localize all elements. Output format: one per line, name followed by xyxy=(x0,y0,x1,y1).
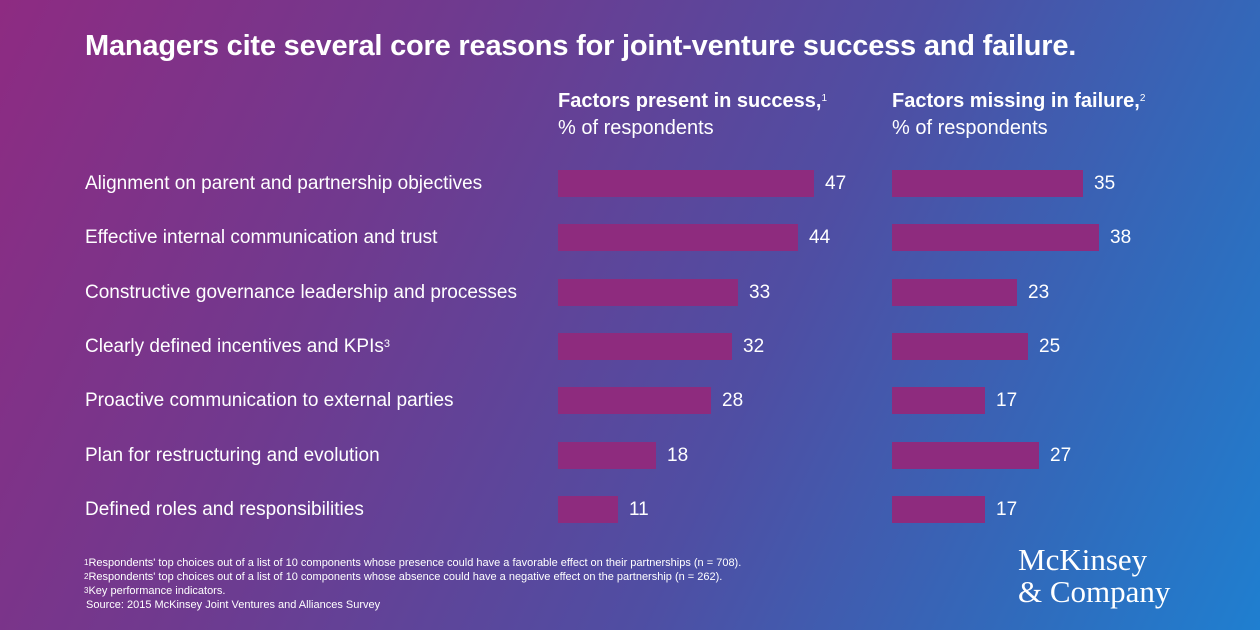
failure-value-label: 25 xyxy=(1039,336,1061,357)
category-footnote-mark: 3 xyxy=(383,338,391,350)
success-value-label: 11 xyxy=(629,499,649,520)
failure-value-label: 27 xyxy=(1050,445,1072,466)
logo-line-2: & Company xyxy=(1018,574,1171,609)
failure-bar xyxy=(892,170,1083,197)
category-label: Proactive communication to external part… xyxy=(85,390,454,411)
category-label: Plan for restructuring and evolution xyxy=(85,445,380,466)
failure-value-label: 17 xyxy=(996,499,1018,520)
failure-value-label: 35 xyxy=(1094,173,1116,194)
failure-value-label: 17 xyxy=(996,390,1018,411)
failure-bar xyxy=(892,224,1099,251)
success-series-header: Factors present in success,1 % of respon… xyxy=(558,88,827,142)
success-value-label: 44 xyxy=(809,227,831,248)
category-label: Alignment on parent and partnership obje… xyxy=(85,173,483,194)
failure-bar xyxy=(892,442,1039,469)
chart-title: Managers cite several core reasons for j… xyxy=(85,30,1077,62)
logo-line-1: McKinsey xyxy=(1018,542,1148,577)
failure-bar xyxy=(892,333,1028,360)
success-series-unit: % of respondents xyxy=(558,117,714,139)
failure-bar xyxy=(892,387,985,414)
success-value-label: 47 xyxy=(825,173,847,194)
success-value-label: 33 xyxy=(749,282,771,303)
success-bar xyxy=(558,279,738,306)
footnote-2: 2Respondents' top choices out of a list … xyxy=(84,571,723,583)
category-label: Defined roles and responsibilities xyxy=(85,499,364,520)
category-label: Clearly defined incentives and KPIs3 xyxy=(85,336,391,357)
source-note: Source: 2015 McKinsey Joint Ventures and… xyxy=(86,599,381,611)
success-value-label: 18 xyxy=(667,445,689,466)
success-bar xyxy=(558,224,798,251)
footnotes: 1Respondents' top choices out of a list … xyxy=(84,556,741,612)
failure-series-footnote-mark: 2 xyxy=(1139,93,1146,104)
success-bar xyxy=(558,333,732,360)
category-label: Constructive governance leadership and p… xyxy=(85,282,517,303)
failure-series-title: Factors missing in failure, xyxy=(892,90,1140,112)
success-bar xyxy=(558,496,618,523)
footnote-3: 3Key performance indicators. xyxy=(84,585,226,597)
failure-bar xyxy=(892,496,985,523)
mckinsey-logo: McKinsey & Company xyxy=(1018,544,1228,608)
success-bar xyxy=(558,170,814,197)
failure-value-label: 23 xyxy=(1028,282,1050,303)
success-bar xyxy=(558,442,656,469)
failure-series-header: Factors missing in failure,2 % of respon… xyxy=(892,88,1145,142)
success-series-footnote-mark: 1 xyxy=(821,93,828,104)
failure-value-label: 38 xyxy=(1110,227,1132,248)
success-value-label: 32 xyxy=(743,336,765,357)
failure-bar xyxy=(892,279,1017,306)
success-value-label: 28 xyxy=(722,390,744,411)
success-bar xyxy=(558,387,711,414)
failure-series-unit: % of respondents xyxy=(892,117,1048,139)
footnote-1: 1Respondents' top choices out of a list … xyxy=(84,557,742,569)
category-label: Effective internal communication and tru… xyxy=(85,227,438,248)
success-series-title: Factors present in success, xyxy=(558,90,822,112)
